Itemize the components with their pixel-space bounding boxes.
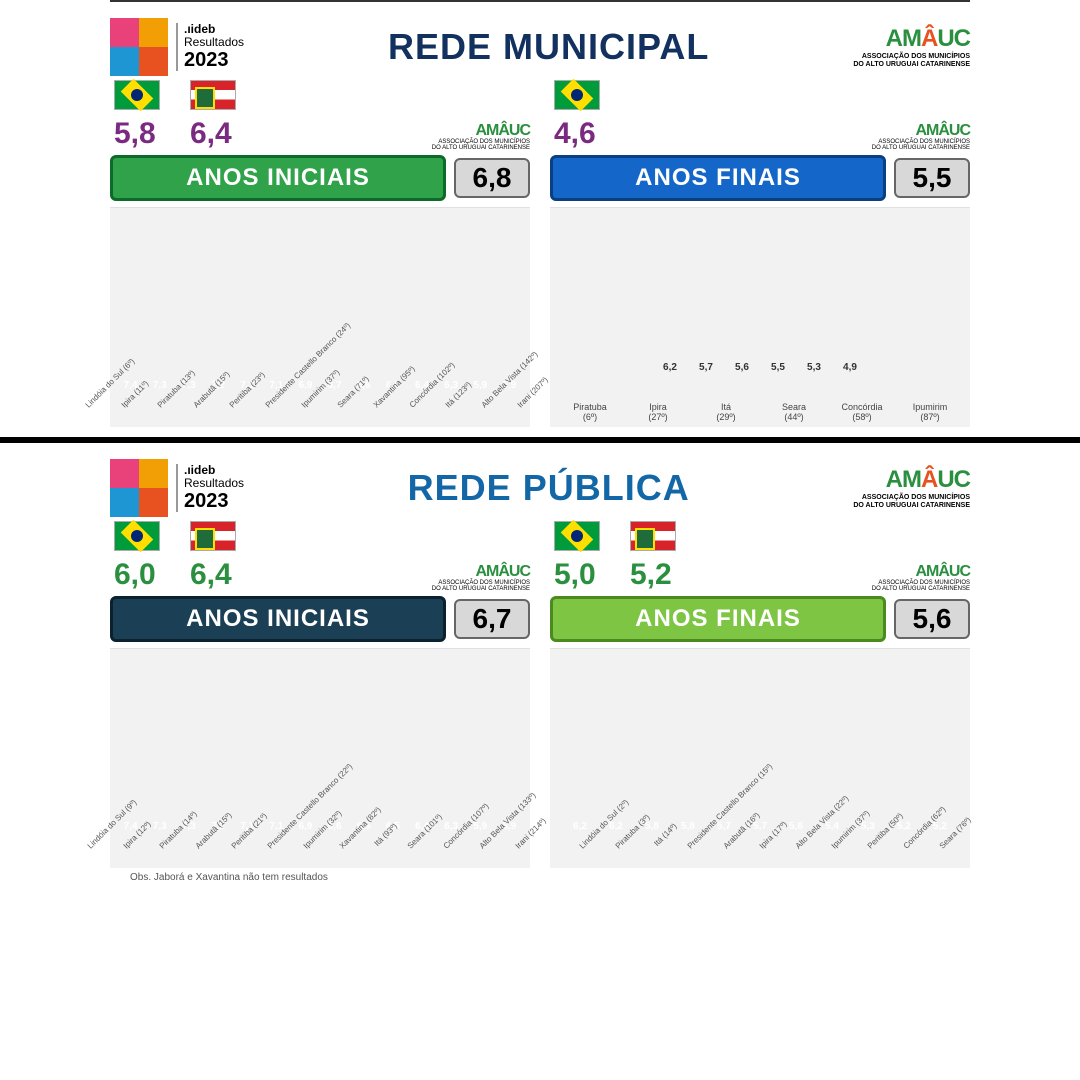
flags-row: 5,0 5,2 (550, 521, 676, 592)
bar-label: Seara(44º) (762, 403, 826, 423)
bar-chart: 6,2 6,2 5,8 5,8 5,7 5,7 5,6 (550, 648, 970, 868)
panel: .ıideb Resultados 2023 REDE PÚBLICA AMÂU… (110, 443, 970, 893)
bar-label: Itá(29º) (694, 403, 758, 423)
panel-header: .ıideb Resultados 2023 REDE MUNICIPAL AM… (110, 12, 970, 80)
amauc-score: 6,8 (454, 158, 530, 198)
bar-chart: 7,4 7,3 7,3 7,2 7,1 7,1 6,9 (110, 207, 530, 427)
sc-flag-icon (190, 80, 236, 110)
amauc-logo: AMÂUC ASSOCIAÇÃO DOS MUNICÍPIOSDO ALTO U… (872, 123, 970, 151)
bar-label: Ipumirim(87º) (898, 403, 962, 423)
flag-value: 6,4 (190, 558, 236, 592)
amauc-score: 6,7 (454, 599, 530, 639)
chart-labels: Lindóia do Sul (9º)Ipira (12º)Piratuba (… (110, 806, 530, 868)
ideb-color-square (110, 18, 168, 76)
section-band: ANOS INICIAIS (110, 596, 446, 642)
bar-label: Concórdia(58º) (830, 403, 894, 423)
bar-label: Piratuba(6º) (558, 403, 622, 423)
bar-chart: 7,4 7,3 7,3 7,2 7,1 7,1 6,9 (110, 648, 530, 868)
bar-value: 5,3 (798, 362, 830, 373)
ideb-logo-block: .ıideb Resultados 2023 (110, 18, 244, 76)
flag-value: 6,0 (114, 558, 160, 592)
panel-header: .ıideb Resultados 2023 REDE PÚBLICA AMÂU… (110, 453, 970, 521)
ideb-color-square (110, 459, 168, 517)
ideb-text: .ıideb Resultados 2023 (176, 464, 244, 512)
bar-value: 5,7 (690, 362, 722, 373)
flag-score: 6,4 (190, 521, 236, 592)
flag-value: 5,2 (630, 558, 676, 592)
band-row: ANOS INICIAIS 6,8 (110, 155, 530, 201)
section-band: ANOS INICIAIS (110, 155, 446, 201)
sc-flag-icon (190, 521, 236, 551)
amauc-logo: AMÂUC ASSOCIAÇÃO DOS MUNICÍPIOSDO ALTO U… (432, 564, 530, 592)
bar-value: 6,2 (654, 362, 686, 373)
section-column: 4,6 AMÂUC ASSOCIAÇÃO DOS MUNICÍPIOSDO AL… (550, 80, 970, 427)
section-column: 5,8 6,4 AMÂUC ASSOCIAÇÃO DOS MUNICÍPIOSD… (110, 80, 530, 427)
flag-value: 4,6 (554, 117, 600, 151)
amauc-score: 5,5 (894, 158, 970, 198)
amauc-logo: AMÂUC ASSOCIAÇÃO DOS MUNICÍPIOSDO ALTO U… (853, 466, 970, 509)
section-band: ANOS FINAIS (550, 596, 886, 642)
panel-title: REDE MUNICIPAL (388, 26, 709, 68)
bar-value: 5,5 (762, 362, 794, 373)
section-column: 6,0 6,4 AMÂUC ASSOCIAÇÃO DOS MUNICÍPIOSD… (110, 521, 530, 868)
flags-row: 4,6 (550, 80, 600, 151)
flag-score: 6,4 (190, 80, 236, 151)
flag-score: 5,0 (554, 521, 600, 592)
sections-row: 6,0 6,4 AMÂUC ASSOCIAÇÃO DOS MUNICÍPIOSD… (110, 521, 970, 868)
sections-row: 5,8 6,4 AMÂUC ASSOCIAÇÃO DOS MUNICÍPIOSD… (110, 80, 970, 427)
panel: .ıideb Resultados 2023 REDE MUNICIPAL AM… (110, 0, 970, 437)
section-column: 5,0 5,2 AMÂUC ASSOCIAÇÃO DOS MUNICÍPIOSD… (550, 521, 970, 868)
band-row: ANOS FINAIS 5,5 (550, 155, 970, 201)
panel-title: REDE PÚBLICA (408, 467, 690, 509)
amauc-logo: AMÂUC ASSOCIAÇÃO DOS MUNICÍPIOSDO ALTO U… (853, 25, 970, 68)
flag-value: 5,0 (554, 558, 600, 592)
bar-value: 4,9 (834, 362, 866, 373)
br-flag-icon (554, 521, 600, 551)
flag-score: 5,2 (630, 521, 676, 592)
ideb-logo-block: .ıideb Resultados 2023 (110, 459, 244, 517)
br-flag-icon (554, 80, 600, 110)
chart-labels: Piratuba(6º)Ipira(27º)Itá(29º)Seara(44º)… (550, 403, 970, 423)
chart-labels: Lindóia do Sul (6º)Ipira (11º)Piratuba (… (110, 365, 530, 427)
flag-score: 6,0 (114, 521, 160, 592)
amauc-score: 5,6 (894, 599, 970, 639)
band-row: ANOS FINAIS 5,6 (550, 596, 970, 642)
flag-value: 6,4 (190, 117, 236, 151)
sc-flag-icon (630, 521, 676, 551)
band-row: ANOS INICIAIS 6,7 (110, 596, 530, 642)
flag-score: 4,6 (554, 80, 600, 151)
br-flag-icon (114, 80, 160, 110)
bar-chart: 6,2 5,7 5,6 5,5 5,3 4,9 Piratuba(6º)Ipir… (550, 207, 970, 427)
bar-value: 5,6 (726, 362, 758, 373)
flags-row: 5,8 6,4 (110, 80, 236, 151)
chart-labels: Lindóia do Sul (2º)Piratuba (3º)Itá (14º… (550, 806, 970, 868)
amauc-logo: AMÂUC ASSOCIAÇÃO DOS MUNICÍPIOSDO ALTO U… (432, 123, 530, 151)
section-band: ANOS FINAIS (550, 155, 886, 201)
flag-score: 5,8 (114, 80, 160, 151)
flag-value: 5,8 (114, 117, 160, 151)
amauc-logo: AMÂUC ASSOCIAÇÃO DOS MUNICÍPIOSDO ALTO U… (872, 564, 970, 592)
bar-label: Ipira(27º) (626, 403, 690, 423)
br-flag-icon (114, 521, 160, 551)
ideb-text: .ıideb Resultados 2023 (176, 23, 244, 71)
flags-row: 6,0 6,4 (110, 521, 236, 592)
